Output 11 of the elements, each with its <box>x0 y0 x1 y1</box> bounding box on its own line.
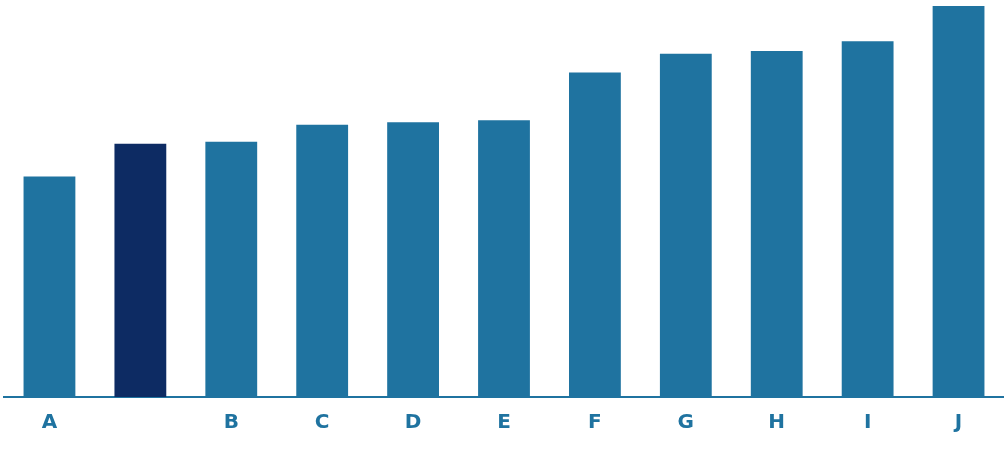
x-tick-label: B <box>223 409 239 434</box>
x-tick-label: G <box>677 409 695 434</box>
x-tick-label: I <box>863 409 872 434</box>
x-tick-label: E <box>497 409 511 434</box>
x-tick-label: J <box>952 409 963 434</box>
x-tick-label: A <box>41 409 58 434</box>
x-tick-label: D <box>404 409 422 434</box>
x-tick-label: H <box>768 409 786 434</box>
x-tick-label: F <box>588 409 602 434</box>
x-tick-label: C <box>314 409 330 434</box>
bar <box>114 143 167 397</box>
